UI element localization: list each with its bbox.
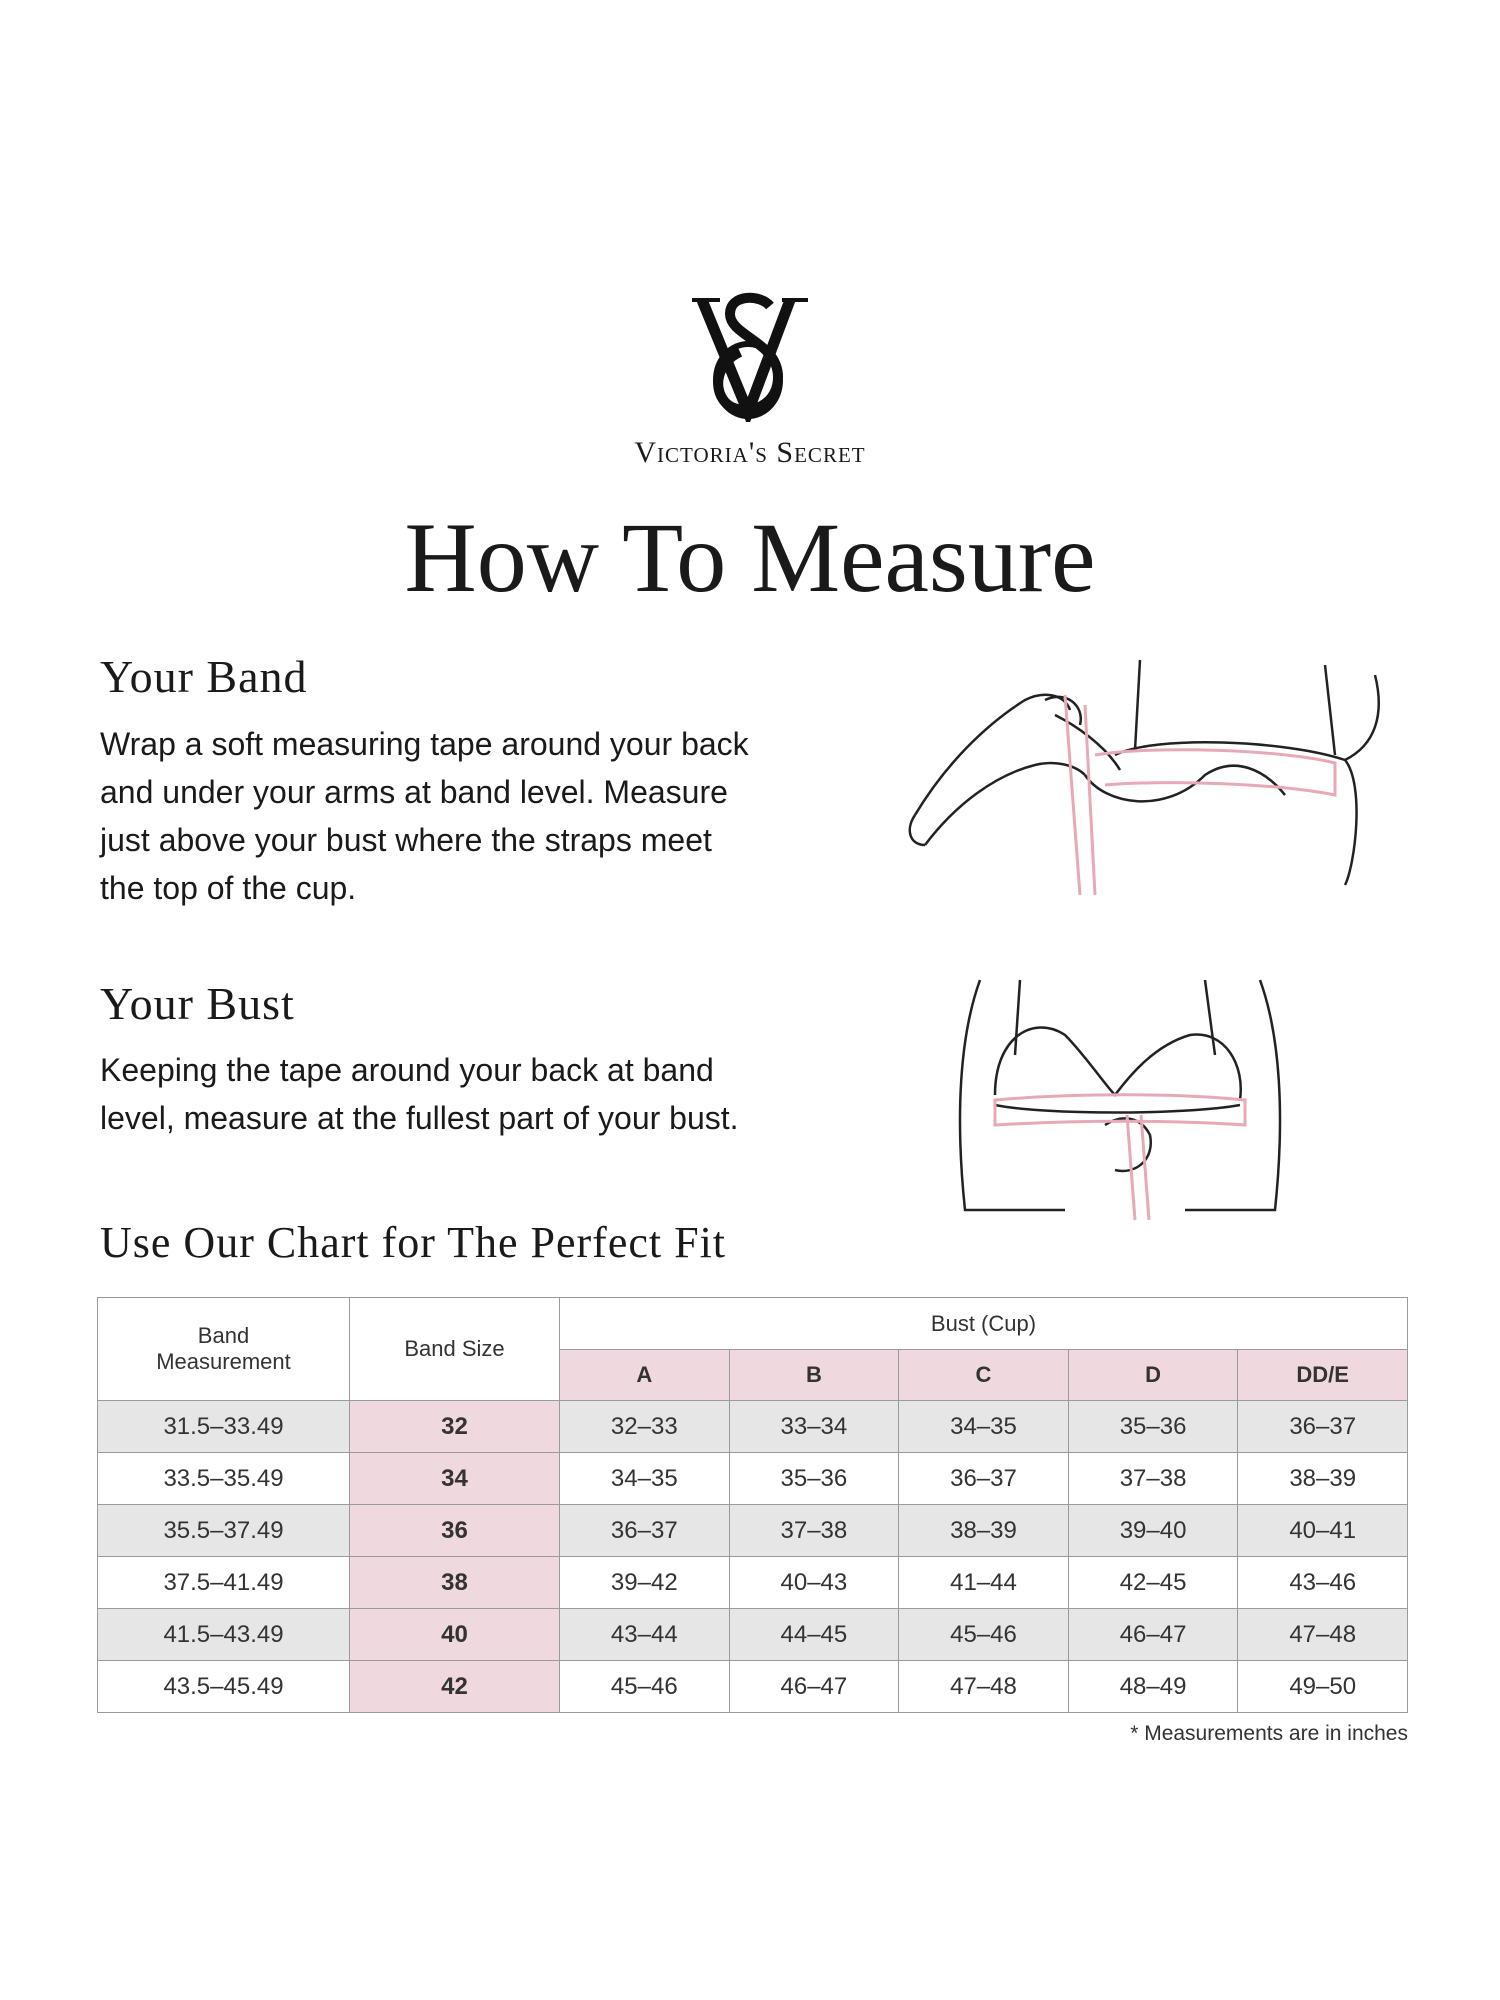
table-row: 31.5–33.49 32 32–33 33–34 34–35 35–36 36–37 [97,1400,1408,1453]
header-cup-b: B [728,1349,900,1401]
band-measuring-illustration [908,659,1380,896]
cup-measurement-cell: 38–39 [898,1504,1069,1557]
bust-line: Keeping the tape around your back at ban… [100,1052,714,1088]
cup-measurement-cell: 47–48 [1237,1608,1408,1661]
band-measurement-cell: 41.5–43.49 [97,1608,350,1661]
cup-measurement-cell: 39–40 [1067,1504,1239,1557]
cup-measurement-cell: 46–47 [728,1660,900,1713]
table-row: 43.5–45.49 42 45–46 46–47 47–48 48–49 49–50 [97,1660,1408,1713]
header-band-size: Band Size [349,1297,560,1401]
bust-measuring-illustration [958,979,1282,1220]
cup-measurement-cell: 47–48 [898,1660,1069,1713]
band-size-cell: 34 [349,1452,560,1505]
cup-measurement-cell: 36–37 [898,1452,1069,1505]
cup-measurement-cell: 46–47 [1067,1608,1239,1661]
table-row: 37.5–41.49 38 39–42 40–43 41–44 42–45 43–46 [97,1556,1408,1609]
cup-measurement-cell: 49–50 [1237,1660,1408,1713]
header-bust-cup: Bust (Cup) [559,1297,1408,1350]
header-band-measurement: Band Measurement [97,1297,350,1401]
band-instructions: Wrap a soft measuring tape around your b… [100,720,840,912]
brand-wordmark: Victoria's Secret [634,436,866,469]
cup-measurement-cell: 37–38 [728,1504,900,1557]
band-size-cell: 42 [349,1660,560,1713]
cup-measurement-cell: 43–46 [1237,1556,1408,1609]
cup-measurement-cell: 44–45 [728,1608,900,1661]
cup-measurement-cell: 34–35 [898,1400,1069,1453]
header-cup-d: D [1067,1349,1239,1401]
band-measurement-cell: 33.5–35.49 [97,1452,350,1505]
header-cup-a: A [559,1349,730,1401]
table-row: 41.5–43.49 40 43–44 44–45 45–46 46–47 47–48 [97,1608,1408,1661]
chart-heading: Use Our Chart for The Perfect Fit [100,1218,727,1267]
band-measurement-cell: 35.5–37.49 [97,1504,350,1557]
band-measurement-cell: 31.5–33.49 [97,1400,350,1453]
band-measurement-cell: 37.5–41.49 [97,1556,350,1609]
cup-measurement-cell: 41–44 [898,1556,1069,1609]
header-cup-c: C [898,1349,1069,1401]
cup-measurement-cell: 37–38 [1067,1452,1239,1505]
cup-measurement-cell: 36–37 [1237,1400,1408,1453]
band-line: Wrap a soft measuring tape around your b… [100,726,749,762]
cup-measurement-cell: 33–34 [728,1400,900,1453]
cup-measurement-cell: 35–36 [1067,1400,1239,1453]
band-measurement-cell: 43.5–45.49 [97,1660,350,1713]
band-size-cell: 36 [349,1504,560,1557]
cup-measurement-cell: 40–43 [728,1556,900,1609]
cup-measurement-cell: 34–35 [559,1452,730,1505]
cup-measurement-cell: 45–46 [559,1660,730,1713]
cup-measurement-cell: 48–49 [1067,1660,1239,1713]
band-size-cell: 38 [349,1556,560,1609]
bust-heading: Your Bust [100,978,295,1029]
table-row: 35.5–37.49 36 36–37 37–38 38–39 39–40 40–41 [97,1504,1408,1557]
header-cup-dd-e: DD/E [1237,1349,1408,1401]
page-title: How To Measure [404,502,1096,613]
cup-measurement-cell: 32–33 [559,1400,730,1453]
band-line: just above your bust where the straps me… [100,822,712,858]
bust-instructions: Keeping the tape around your back at ban… [100,1046,860,1142]
band-line: and under your arms at band level. Measu… [100,774,728,810]
band-size-cell: 32 [349,1400,560,1453]
cup-measurement-cell: 40–41 [1237,1504,1408,1557]
cup-measurement-cell: 45–46 [898,1608,1069,1661]
cup-measurement-cell: 43–44 [559,1608,730,1661]
band-heading: Your Band [100,651,308,702]
vs-monogram-logo [692,292,808,422]
bust-line: level, measure at the fullest part of yo… [100,1100,739,1136]
cup-measurement-cell: 39–42 [559,1556,730,1609]
band-size-cell: 40 [349,1608,560,1661]
cup-measurement-cell: 38–39 [1237,1452,1408,1505]
cup-measurement-cell: 35–36 [728,1452,900,1505]
footnote: * Measurements are in inches [1130,1722,1408,1745]
cup-measurement-cell: 36–37 [559,1504,730,1557]
table-row: 33.5–35.49 34 34–35 35–36 36–37 37–38 38–39 [97,1452,1408,1505]
band-line: the top of the cup. [100,870,357,906]
cup-measurement-cell: 42–45 [1067,1556,1239,1609]
